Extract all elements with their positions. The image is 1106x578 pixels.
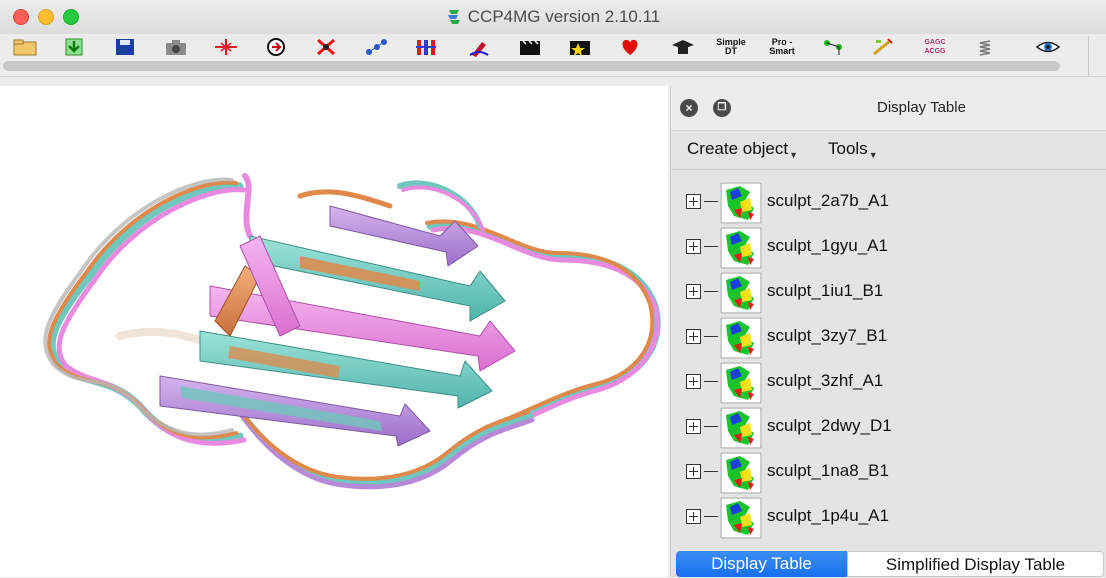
object-label: sculpt_1na8_B1 — [767, 461, 889, 480]
draw-pen-icon[interactable] — [464, 36, 494, 58]
camera-icon[interactable] — [161, 36, 191, 58]
tab-display-table[interactable]: Display Table — [676, 551, 847, 577]
tree-connector — [704, 291, 718, 292]
movie-star-icon[interactable] — [565, 36, 595, 58]
toolbar-scrollbar[interactable] — [3, 61, 1060, 71]
object-label: sculpt_1gyu_A1 — [767, 236, 888, 255]
object-list: sculpt_2a7b_A1 sculpt_1gyu_A1 sculpt_1iu… — [671, 179, 1106, 543]
object-label: sculpt_2a7b_A1 — [767, 191, 889, 210]
download-arrow-icon[interactable] — [59, 36, 89, 58]
ccp4mg-logo-icon — [447, 10, 460, 24]
expand-icon[interactable] — [686, 374, 701, 389]
center-target-icon[interactable] — [211, 36, 241, 58]
tree-connector — [704, 381, 718, 382]
tree-connector — [704, 246, 718, 247]
molecule-thumbnail-icon — [720, 182, 762, 224]
tools-menu[interactable]: Tools▼ — [828, 139, 878, 160]
magic-wand-icon[interactable] — [868, 36, 898, 58]
minimize-window-button[interactable] — [38, 9, 54, 25]
panel-float-icon[interactable]: ❐ — [713, 99, 731, 117]
list-item[interactable]: sculpt_2a7b_A1 — [671, 182, 1106, 227]
simple-dt-icon[interactable]: Simple DT — [716, 37, 746, 56]
panel-title: Display Table — [877, 99, 966, 116]
tree-connector — [704, 201, 718, 202]
tree-connector — [704, 471, 718, 472]
connect-dots-icon[interactable] — [361, 36, 391, 58]
expand-icon[interactable] — [686, 329, 701, 344]
molecule-thumbnail-icon — [720, 227, 762, 269]
molecule-thumbnail-icon — [720, 497, 762, 539]
list-item[interactable]: sculpt_3zhf_A1 — [671, 362, 1106, 407]
panel-tabs: Display Table Simplified Display Table — [671, 549, 1106, 577]
spring-icon[interactable] — [970, 36, 1000, 58]
molecule-thumbnail-icon — [720, 452, 762, 494]
maximize-window-button[interactable] — [63, 9, 79, 25]
list-item[interactable]: sculpt_1p4u_A1 — [671, 497, 1106, 542]
window-title: CCP4MG version 2.10.11 — [0, 7, 1106, 27]
title-bar: CCP4MG version 2.10.11 — [0, 0, 1106, 34]
tree-connector — [704, 426, 718, 427]
molecular-viewer[interactable] — [0, 86, 668, 577]
eye-icon[interactable] — [1033, 36, 1063, 58]
panel-menu-bar: Create object▼ Tools▼ — [671, 131, 1106, 170]
tab-simplified-display-table[interactable]: Simplified Display Table — [847, 551, 1104, 577]
display-table-panel: × ❐ Display Table Create object▼ Tools▼ … — [670, 86, 1106, 577]
protein-ribbon-render — [43, 173, 661, 490]
close-window-button[interactable] — [13, 9, 29, 25]
open-folder-icon[interactable] — [10, 36, 40, 58]
create-object-menu[interactable]: Create object▼ — [687, 139, 799, 160]
hat-icon[interactable] — [668, 36, 698, 58]
molecule-thumbnail-icon — [720, 407, 762, 449]
object-label: sculpt_2dwy_D1 — [767, 416, 892, 435]
panel-close-icon[interactable]: × — [680, 99, 698, 117]
heart-icon[interactable] — [615, 36, 645, 58]
list-item[interactable]: sculpt_1na8_B1 — [671, 452, 1106, 497]
bars-icon[interactable] — [411, 36, 441, 58]
list-item[interactable]: sculpt_3zy7_B1 — [671, 317, 1106, 362]
sequence-icon[interactable]: GAGC ACGG — [924, 39, 946, 55]
rotate-dial-icon[interactable] — [261, 36, 291, 58]
molecule-thumbnail-icon — [720, 317, 762, 359]
object-label: sculpt_3zy7_B1 — [767, 326, 888, 345]
clear-x-icon[interactable] — [311, 36, 341, 58]
pro-smart-icon[interactable]: Pro - Smart — [769, 37, 795, 56]
molecule-thumbnail-icon — [720, 272, 762, 314]
toolbar-divider — [0, 76, 1106, 77]
expand-icon[interactable] — [686, 464, 701, 479]
toolbar-separator — [1088, 36, 1089, 76]
object-label: sculpt_1p4u_A1 — [767, 506, 889, 525]
save-disk-icon[interactable] — [110, 36, 140, 58]
expand-icon[interactable] — [686, 509, 701, 524]
list-item[interactable]: sculpt_2dwy_D1 — [671, 407, 1106, 452]
chevron-down-icon: ▼ — [868, 150, 878, 160]
chevron-down-icon: ▼ — [789, 150, 799, 160]
expand-icon[interactable] — [686, 194, 701, 209]
movie-clapper-icon[interactable] — [515, 36, 545, 58]
tree-connector — [704, 516, 718, 517]
expand-icon[interactable] — [686, 239, 701, 254]
panel-header: × ❐ Display Table — [671, 86, 1106, 131]
main-toolbar: Simple DT Pro - Smart GAGC ACGG — [0, 34, 1106, 60]
tree-connector — [704, 336, 718, 337]
expand-icon[interactable] — [686, 419, 701, 434]
molecule-thumbnail-icon — [720, 362, 762, 404]
list-item[interactable]: sculpt_1iu1_B1 — [671, 272, 1106, 317]
object-label: sculpt_1iu1_B1 — [767, 281, 884, 300]
list-item[interactable]: sculpt_1gyu_A1 — [671, 227, 1106, 272]
expand-icon[interactable] — [686, 284, 701, 299]
object-label: sculpt_3zhf_A1 — [767, 371, 884, 390]
tree-nodes-icon[interactable] — [818, 36, 848, 58]
